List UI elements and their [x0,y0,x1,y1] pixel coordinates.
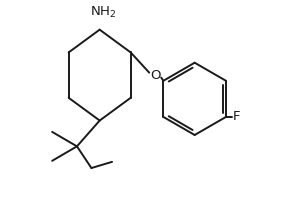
Text: O: O [150,69,161,82]
Text: F: F [233,110,240,124]
Text: NH$_2$: NH$_2$ [89,5,116,20]
